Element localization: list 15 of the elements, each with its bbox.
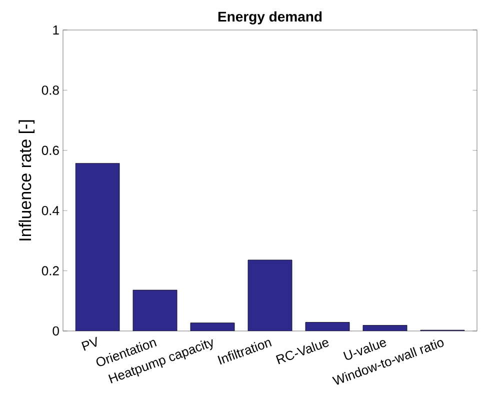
bar (248, 260, 292, 331)
y-tick-label: 0.2 (42, 266, 59, 276)
bar (190, 322, 235, 331)
y-tick-label: 0.8 (42, 86, 59, 95)
bar (132, 290, 178, 331)
y-tick-label: 0 (52, 326, 59, 336)
y-tick-label: 0.4 (42, 206, 60, 216)
x-tick-label: PV (81, 336, 97, 351)
bar (75, 163, 120, 331)
bar (362, 325, 408, 331)
chart-title: Energy demand (218, 11, 322, 24)
bar (305, 322, 350, 331)
y-tick-label: 0.6 (42, 146, 59, 155)
y-axis-title: Influence rate [-] (18, 120, 35, 240)
y-tick-label: 1 (53, 26, 59, 34)
